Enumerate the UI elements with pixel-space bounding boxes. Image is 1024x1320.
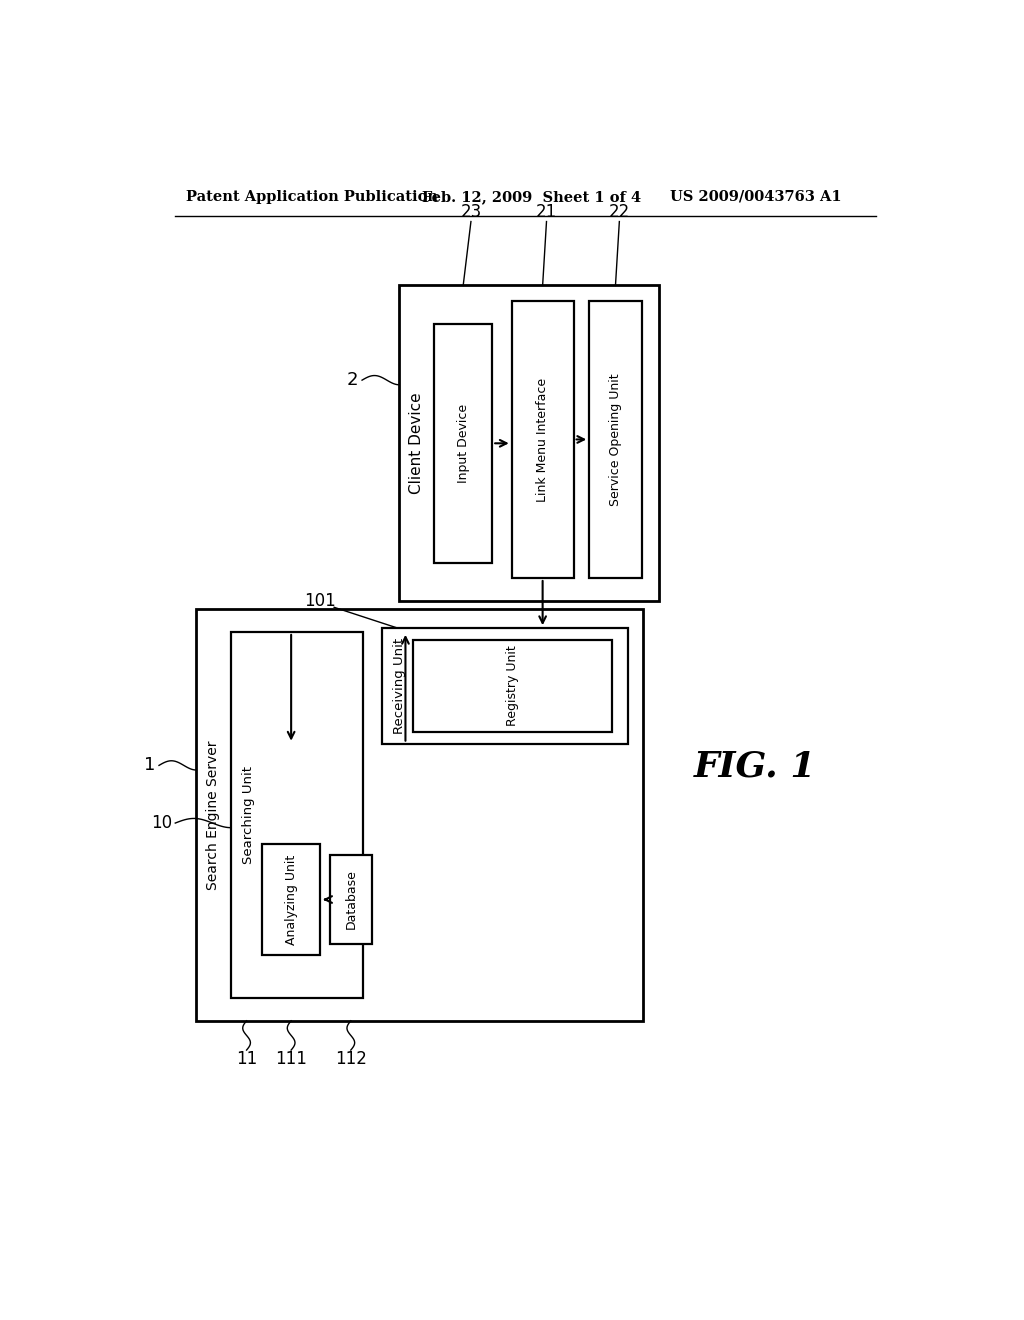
Text: Searching Unit: Searching Unit xyxy=(242,766,255,863)
Bar xyxy=(262,843,321,956)
Text: Feb. 12, 2009  Sheet 1 of 4: Feb. 12, 2009 Sheet 1 of 4 xyxy=(423,190,642,203)
Text: FIG. 1: FIG. 1 xyxy=(693,750,816,784)
Text: 112: 112 xyxy=(335,1051,367,1068)
Bar xyxy=(434,323,493,562)
Text: 10: 10 xyxy=(151,814,172,832)
Bar xyxy=(330,855,372,944)
Text: Analyzing Unit: Analyzing Unit xyxy=(285,854,298,945)
Text: 11: 11 xyxy=(236,1051,257,1068)
Text: Patent Application Publication: Patent Application Publication xyxy=(186,190,438,203)
Bar xyxy=(512,301,573,578)
Bar xyxy=(414,640,612,733)
Text: US 2009/0043763 A1: US 2009/0043763 A1 xyxy=(671,190,842,203)
Text: Client Device: Client Device xyxy=(409,392,424,494)
Text: 22: 22 xyxy=(608,203,630,222)
Bar xyxy=(382,628,628,743)
Text: 1: 1 xyxy=(144,756,156,775)
Bar xyxy=(197,609,643,1020)
Bar xyxy=(589,301,642,578)
Text: Registry Unit: Registry Unit xyxy=(506,645,519,726)
Text: Service Opening Unit: Service Opening Unit xyxy=(609,374,622,506)
Text: 2: 2 xyxy=(347,371,358,389)
Text: Receiving Unit: Receiving Unit xyxy=(393,638,406,734)
Text: Input Device: Input Device xyxy=(457,404,470,483)
Text: 21: 21 xyxy=(536,203,557,222)
Text: 101: 101 xyxy=(304,593,336,610)
Text: Database: Database xyxy=(344,870,357,929)
Text: Link Menu Interface: Link Menu Interface xyxy=(537,378,549,502)
Text: Search Engine Server: Search Engine Server xyxy=(206,741,220,890)
Text: 111: 111 xyxy=(275,1051,307,1068)
Text: 23: 23 xyxy=(461,203,481,222)
Bar xyxy=(231,632,362,998)
Bar xyxy=(399,285,658,601)
